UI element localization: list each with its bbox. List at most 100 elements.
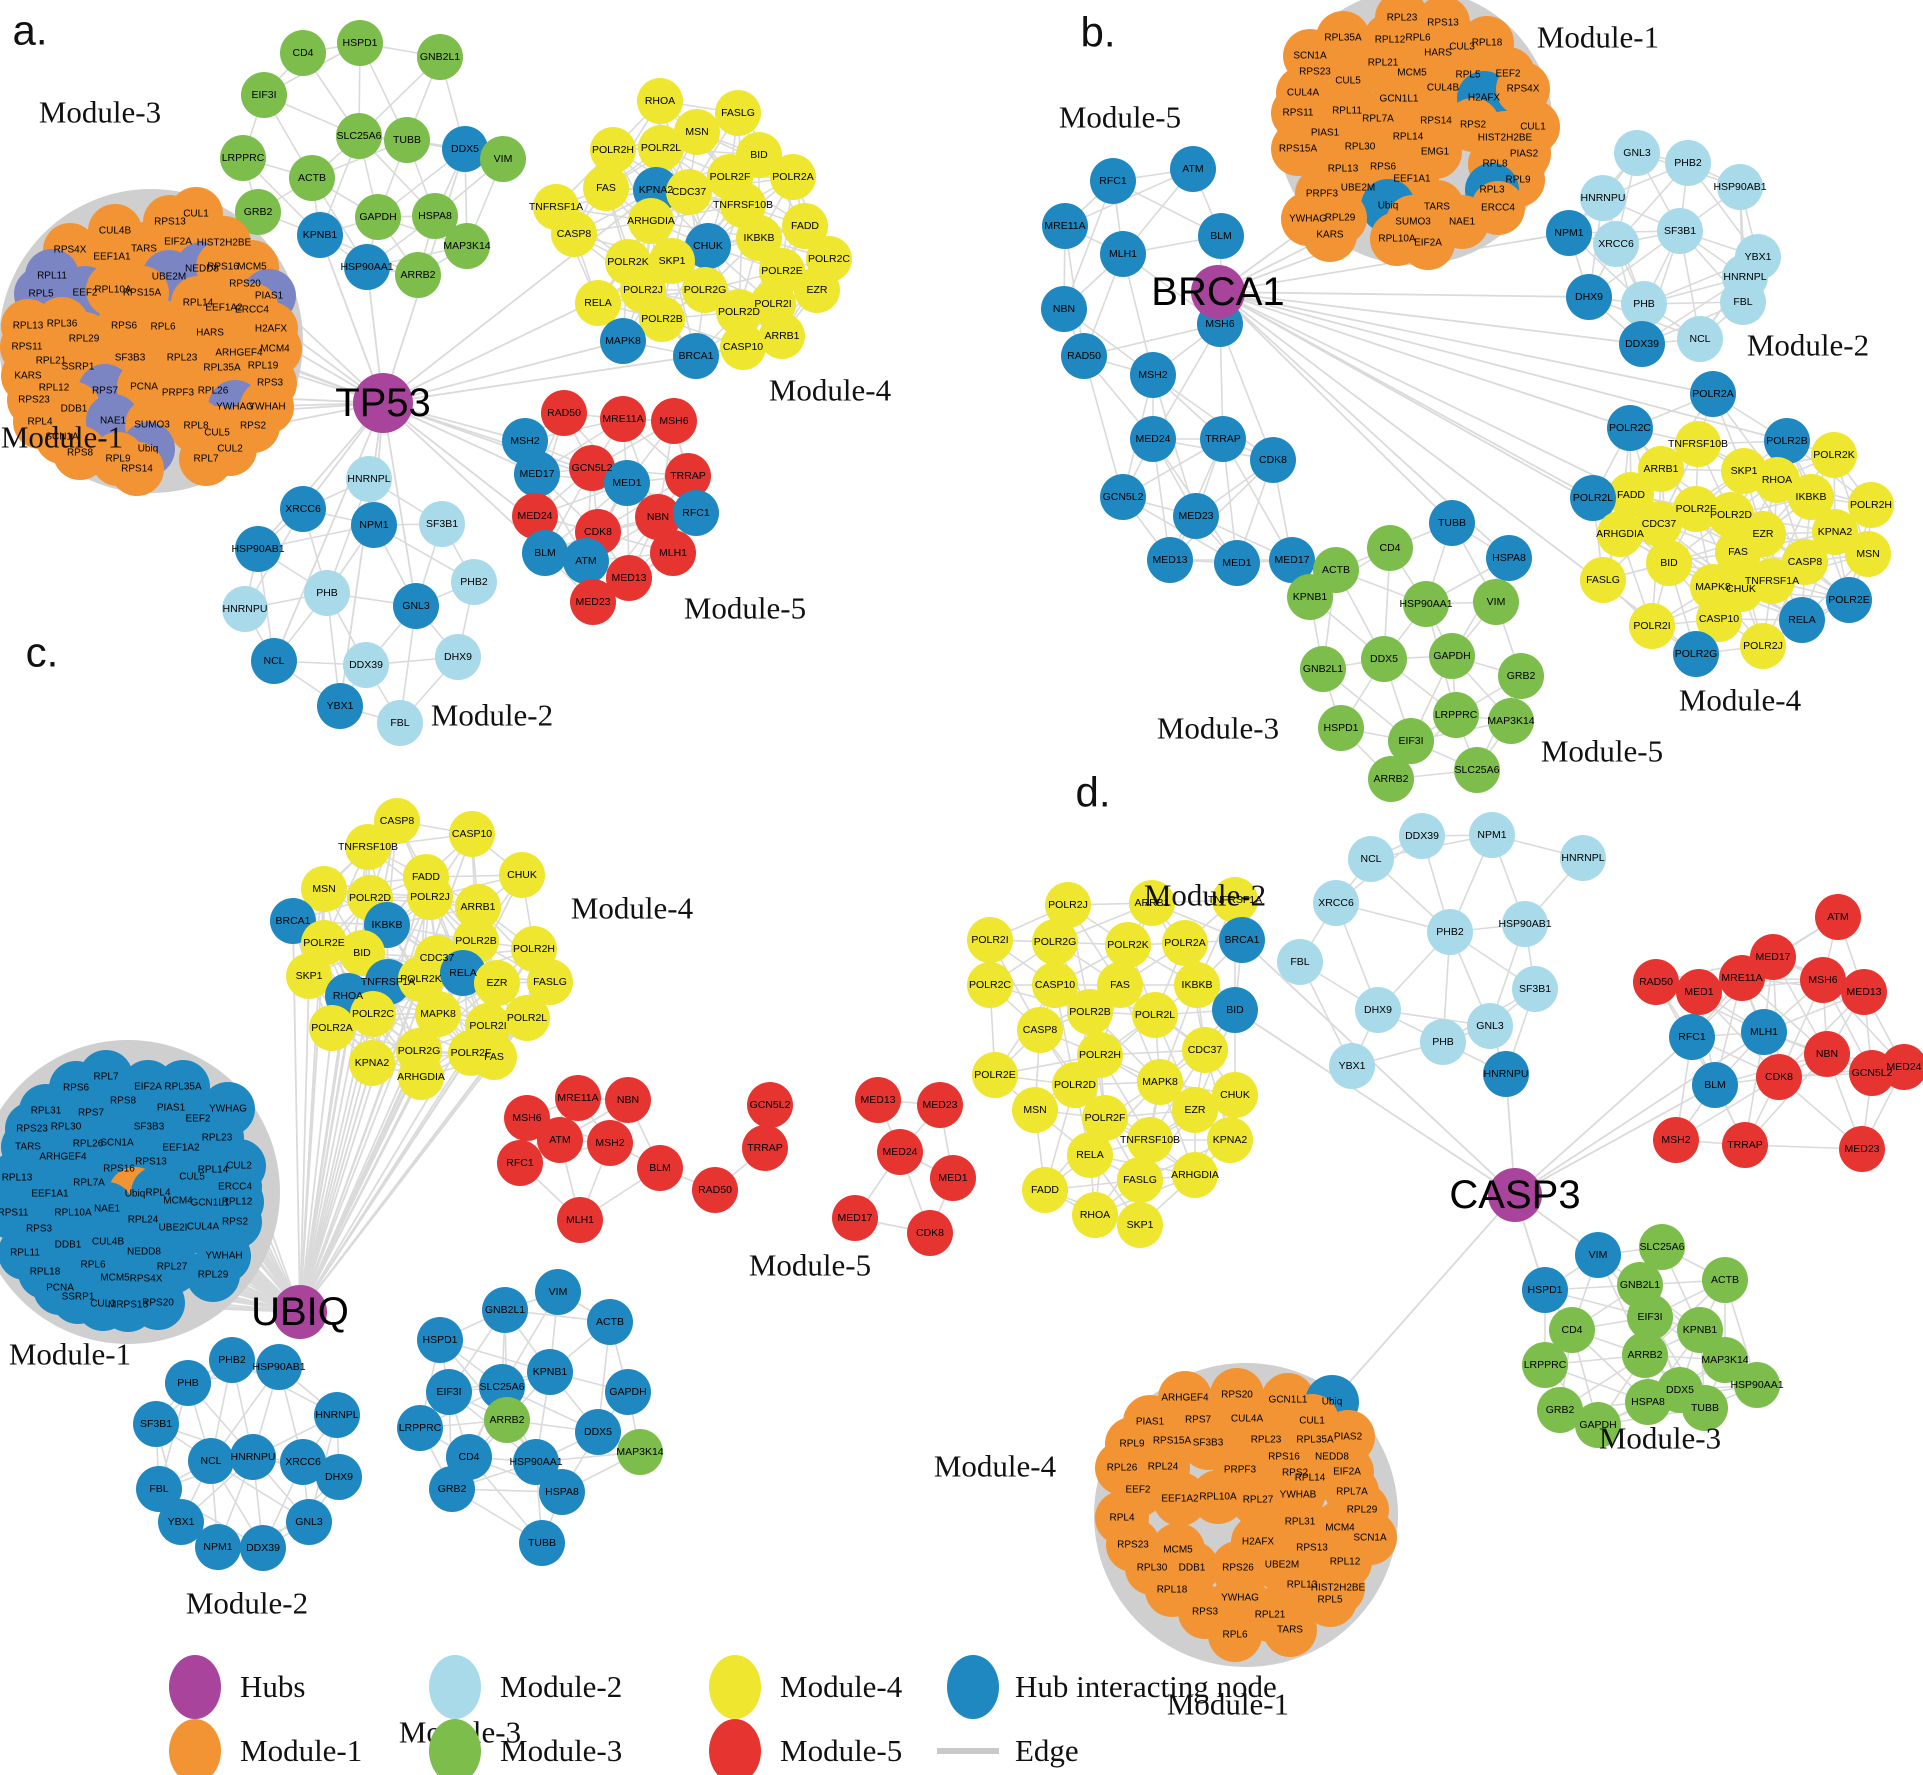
node-label: EEF1A2	[1161, 1494, 1199, 1505]
node-MED13	[1147, 537, 1193, 583]
node-label: YBX1	[168, 1516, 195, 1528]
module-label: Module-3	[39, 95, 161, 130]
legend-swatch-module2	[429, 1655, 481, 1719]
node-label: RPL6	[1222, 1630, 1247, 1641]
legend-label-module4: Module-4	[780, 1669, 903, 1704]
module-label: Module-2	[431, 698, 553, 733]
node-POLR2H	[1848, 482, 1894, 528]
node-label: POLR2G	[1675, 648, 1718, 660]
node-label: RPS3	[1192, 1607, 1219, 1618]
node-SF3B1	[419, 501, 465, 547]
node-label: POLR2L	[641, 142, 681, 154]
node-XRCC6	[1313, 880, 1359, 926]
node-label: FADD	[791, 220, 819, 232]
hub-edge	[1217, 291, 1631, 429]
node-label: EZR	[1185, 1104, 1206, 1116]
node-ATM	[537, 1117, 583, 1163]
node-label: CUL2	[226, 1161, 252, 1172]
node-label: KPNB1	[1683, 1324, 1718, 1336]
node-label: MED23	[1844, 1143, 1879, 1155]
node-label: CUL4B	[1427, 83, 1460, 94]
panel-letter: c.	[26, 629, 59, 676]
node-label: NBN	[617, 1094, 639, 1106]
node-POLR2K	[1811, 432, 1857, 478]
node-MSN	[1845, 531, 1891, 577]
node-label: CHUK	[693, 240, 723, 252]
node-label: RPL11	[37, 271, 67, 282]
node-ARHGDIA	[1172, 1152, 1218, 1198]
hub-edge	[1331, 1194, 1516, 1403]
node-label: DHX9	[444, 651, 472, 663]
edge	[1152, 374, 1274, 461]
node-HSP90AB1	[1717, 164, 1763, 210]
node-ARHGDIA	[628, 198, 674, 244]
module-label: Module-3	[1599, 1421, 1721, 1456]
node-POLR2K	[1105, 922, 1151, 968]
node-label: RPS2	[240, 421, 267, 432]
node-label: HNRNPU	[231, 1451, 276, 1463]
node-label: RPL10A	[1199, 1492, 1237, 1503]
node-HSPA8	[1486, 535, 1532, 581]
node-label: PIAS2	[1510, 149, 1539, 160]
node-KARS	[1303, 208, 1357, 262]
node-label: TARS	[1277, 1625, 1303, 1636]
node-label: HIST2H2BE	[1311, 1583, 1366, 1594]
node-label: RPS13	[1296, 1543, 1328, 1554]
node-label: ARRB1	[1134, 897, 1169, 909]
node-label: FAS	[1728, 546, 1748, 558]
node-label: MED23	[575, 596, 610, 608]
node-POLR2A	[309, 1005, 355, 1051]
node-label: NEDD8	[185, 264, 219, 275]
node-BLM	[637, 1145, 683, 1191]
node-NPM1	[1469, 812, 1515, 858]
node-label: KPNA2	[1818, 526, 1853, 538]
node-label: RPS6	[1370, 162, 1397, 173]
node-label: SSRP1	[62, 362, 95, 373]
node-BLM	[522, 530, 568, 576]
node-label: SLC25A6	[480, 1381, 525, 1393]
node-RAD50	[692, 1167, 738, 1213]
node-label: RPS11	[1283, 108, 1314, 119]
node-MLH1	[650, 530, 696, 576]
hub-edge	[1234, 1009, 1516, 1196]
node-SKP1	[286, 953, 332, 999]
node-label: TUBB	[393, 134, 421, 146]
node-label: GNB2L1	[1303, 663, 1343, 675]
node-label: EEF2	[72, 288, 97, 299]
node-GAPDH	[1429, 633, 1475, 679]
node-label: RPL31	[31, 1106, 62, 1117]
node-KPNB1	[297, 212, 343, 258]
node-MED23	[917, 1082, 963, 1128]
node-label: EEF1A2	[162, 1143, 200, 1154]
node-MED17	[832, 1195, 878, 1241]
node-label: ARHGEF4	[215, 348, 263, 359]
node-TRRAP	[1200, 416, 1246, 462]
node-label: PCNA	[130, 382, 158, 393]
node-label: LRPPRC	[1435, 709, 1478, 721]
node-RPL29	[186, 1248, 240, 1302]
node-label: MSH2	[1661, 1134, 1690, 1146]
node-MSN	[674, 109, 720, 155]
node-CASP10	[449, 811, 495, 857]
hub-edge	[299, 1056, 495, 1313]
node-label: FADD	[1617, 489, 1645, 501]
legend-swatch-module5	[709, 1719, 761, 1775]
hub-edge	[299, 981, 389, 1313]
node-POLR2J	[1045, 882, 1091, 928]
node-POLR2A	[1162, 920, 1208, 966]
node-HNRNPU	[230, 1434, 276, 1480]
node-HNRNPL	[1560, 835, 1606, 881]
node-RHOA	[637, 78, 683, 124]
node-label: MSH6	[512, 1112, 541, 1124]
node-KPNB1	[527, 1349, 573, 1395]
node-label: RPS11	[12, 342, 43, 353]
node-label: CUL4A	[1231, 1414, 1264, 1425]
node-ATM	[1815, 894, 1861, 940]
node-label: POLR2I	[971, 934, 1008, 946]
legend-swatch-edge	[937, 1748, 999, 1754]
node-label: ARRB1	[764, 330, 799, 342]
node-label: MAPK8	[1142, 1076, 1178, 1088]
node-label: HSP90AB1	[231, 543, 284, 555]
legend-label-module3: Module-3	[500, 1733, 623, 1768]
hub-edge	[1217, 291, 1788, 442]
